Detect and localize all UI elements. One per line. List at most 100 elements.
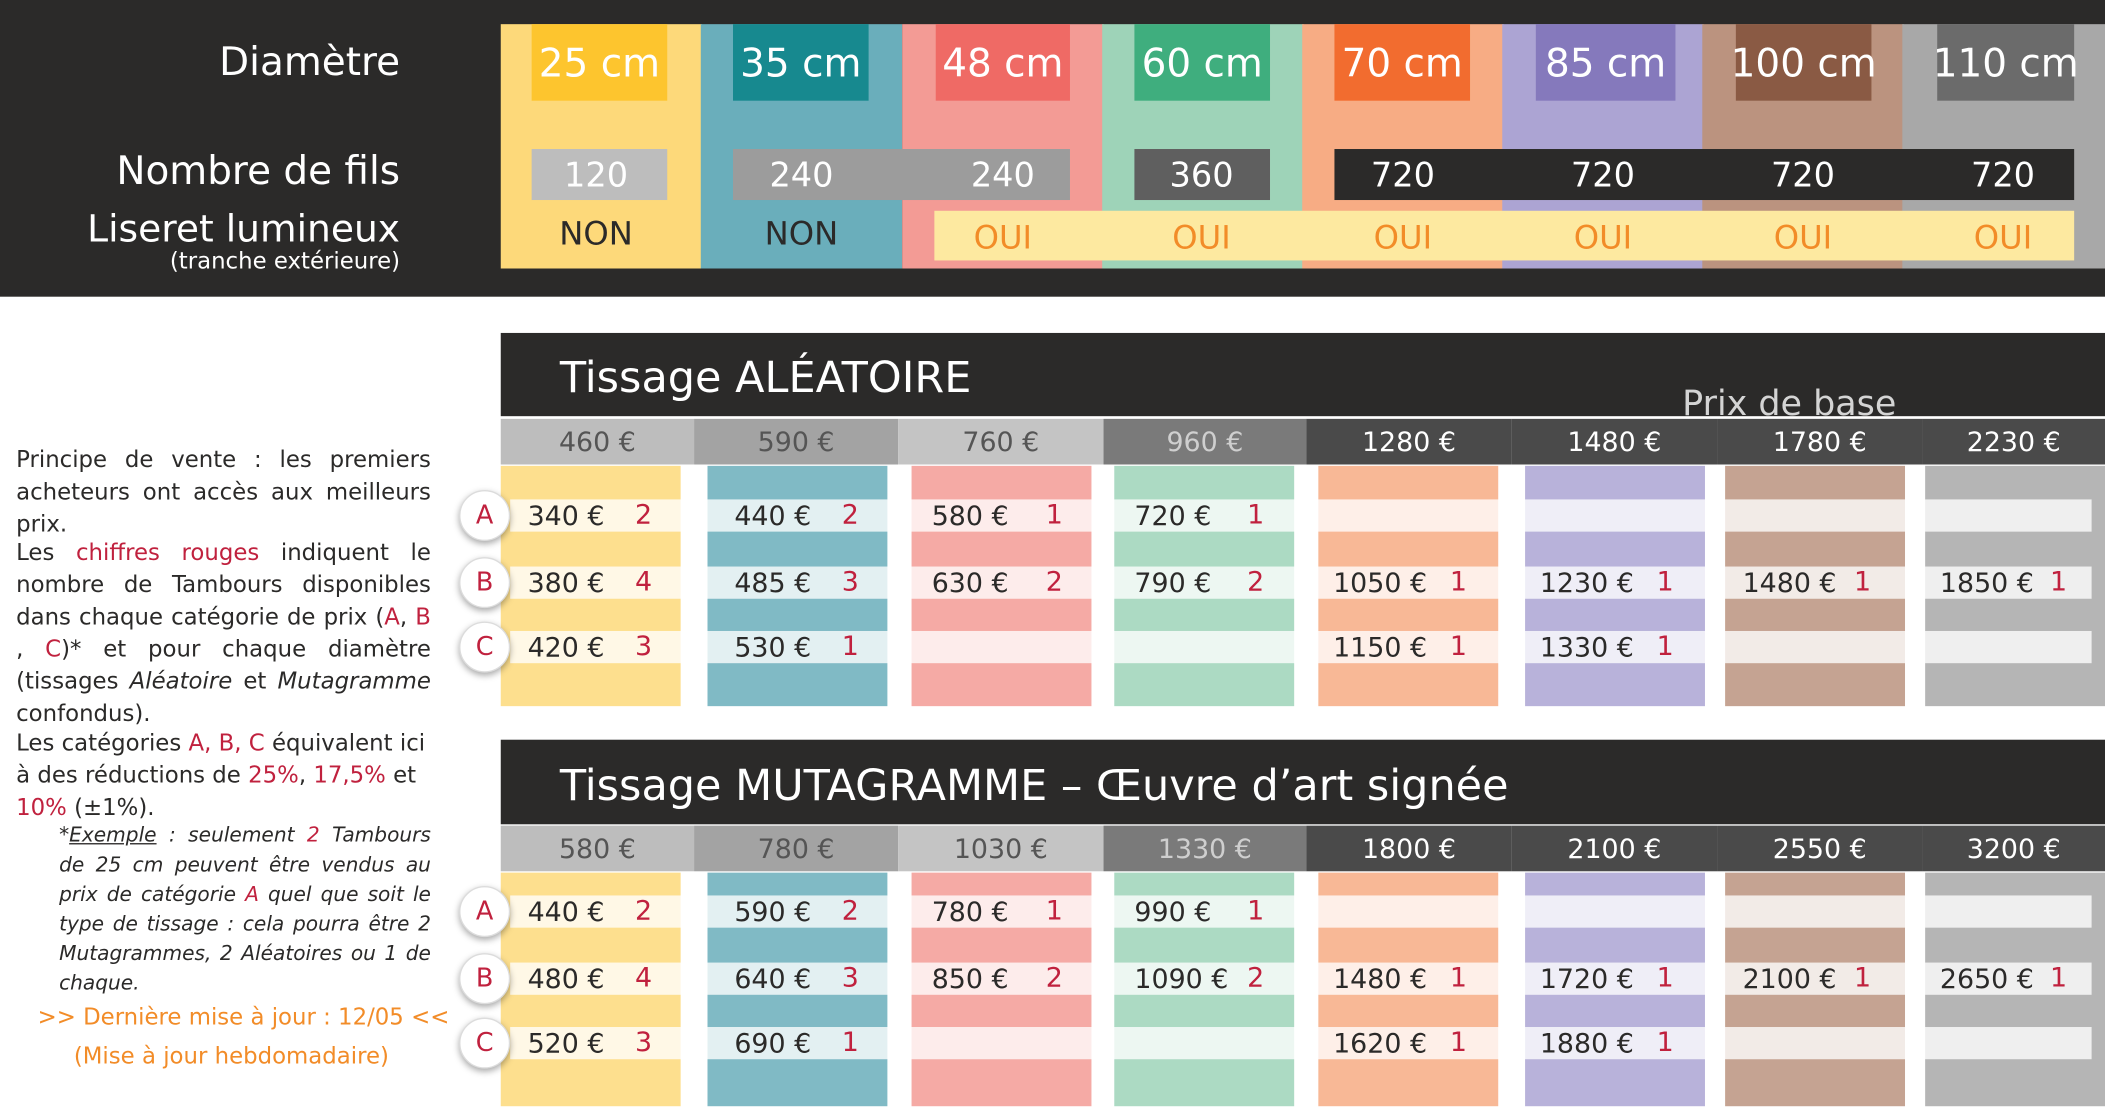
legend-alea: Aléatoire <box>129 668 233 696</box>
liseret-sublabel: (tranche extérieure) <box>169 248 401 276</box>
example-cat: A <box>245 882 259 907</box>
available-count: 4 <box>635 565 653 598</box>
discounted-price: 1230 € <box>1539 566 1634 599</box>
diameter-badge: 85 cm <box>1535 24 1676 101</box>
available-count: 3 <box>841 961 859 994</box>
cat-text: , <box>298 762 314 790</box>
liseret-value: NON <box>559 214 633 253</box>
discounted-price: 1850 € <box>1939 566 2034 599</box>
cat-text: équivalent ici à des réductions de <box>16 730 426 790</box>
base-price-cell: 2230 € <box>1922 418 2105 465</box>
principe-paragraph: Principe de vente : les premiers acheteu… <box>16 444 431 541</box>
fils-count: 720 <box>1570 155 1635 194</box>
category-badge: C <box>459 1017 511 1069</box>
available-count: 1 <box>841 1025 859 1058</box>
available-count: 2 <box>1247 961 1265 994</box>
cat-rate: 25% <box>248 762 299 790</box>
available-count: 3 <box>635 1025 653 1058</box>
category-badge: B <box>459 953 511 1005</box>
available-count: 2 <box>1045 961 1063 994</box>
discounted-price: 1330 € <box>1539 630 1634 664</box>
fils-pill <box>1134 149 1271 201</box>
category-row-band <box>510 499 2092 532</box>
available-count: 1 <box>1656 961 1674 994</box>
category-badge: B <box>459 557 511 609</box>
discounted-price: 990 € <box>1134 895 1212 928</box>
category-row-band <box>510 1027 2092 1060</box>
example-text: Tambours de 25 cm peuvent être vendus au… <box>59 822 431 907</box>
available-count: 4 <box>635 961 653 994</box>
section-header: Tissage ALÉATOIRE <box>500 332 2105 417</box>
example-text: : seulement <box>156 822 307 848</box>
legend-text: , <box>16 636 46 664</box>
base-price-cell: 2100 € <box>1511 825 1718 872</box>
available-count: 1 <box>1045 498 1063 531</box>
diameter-column: 35 cm <box>700 24 903 269</box>
section-title: Tissage MUTAGRAMME – Œuvre d’art signée <box>559 759 1509 811</box>
update-frequency: (Mise à jour hebdomadaire) <box>73 1043 389 1070</box>
liseret-value: OUI <box>1373 218 1433 257</box>
liseret-value: OUI <box>1773 218 1833 257</box>
discounted-price: 720 € <box>1134 499 1212 532</box>
base-price-cell: 1780 € <box>1717 418 1923 465</box>
example-text: quel que soit le type de tissage : cela … <box>59 882 431 995</box>
discounted-price: 580 € <box>931 499 1009 532</box>
category-row-band <box>510 630 2092 664</box>
base-price-cell: 1280 € <box>1306 418 1512 465</box>
discounted-price: 1720 € <box>1539 962 1634 995</box>
discounted-price: 790 € <box>1134 566 1212 599</box>
discounted-price: 2100 € <box>1742 962 1837 995</box>
fils-count: 720 <box>1770 155 1836 194</box>
principe-title: Principe de vente <box>16 447 237 474</box>
fils-count: 240 <box>769 155 834 194</box>
discounted-price: 340 € <box>527 499 605 532</box>
section-header: Tissage MUTAGRAMME – Œuvre d’art signée <box>500 739 2105 825</box>
available-count: 1 <box>1247 894 1265 927</box>
liseret-value: OUI <box>1172 218 1231 257</box>
category-row-band <box>510 566 2092 599</box>
available-count: 1 <box>1449 565 1467 598</box>
discounted-price: 530 € <box>734 630 812 664</box>
discounted-price: 520 € <box>527 1027 605 1060</box>
base-price-cell: 1030 € <box>898 825 1104 872</box>
discounted-price: 440 € <box>734 499 812 532</box>
liseret-oui-bar <box>934 210 2075 261</box>
legend-paragraph: Les chiffres rouges indiquent le nombre … <box>16 537 431 730</box>
diameter-badge: 48 cm <box>935 24 1070 101</box>
base-price-cell: 3200 € <box>1922 825 2105 872</box>
diameter-badge: 25 cm <box>531 24 668 101</box>
discounted-price: 380 € <box>527 566 605 599</box>
legend-muta: Mutagramme <box>277 668 431 696</box>
available-count: 1 <box>2049 565 2068 598</box>
available-count: 1 <box>1656 565 1674 598</box>
base-price-cell: 960 € <box>1103 418 1307 465</box>
discounted-price: 480 € <box>527 962 605 995</box>
liseret-value: OUI <box>1973 218 2033 257</box>
available-count: 1 <box>1449 1025 1467 1058</box>
cat-text: et <box>385 762 417 790</box>
base-price-cell: 460 € <box>500 418 695 465</box>
discounted-price: 780 € <box>931 895 1009 928</box>
update-date: >> Dernière mise à jour : 12/05 << <box>37 1004 450 1032</box>
legend-cat: C <box>45 636 62 664</box>
fils-count: 360 <box>1169 155 1234 194</box>
legend-text: confondus). <box>16 700 151 728</box>
discounted-price: 1880 € <box>1539 1027 1634 1060</box>
cat-text: Les catégories <box>16 730 189 758</box>
section-title: Tissage ALÉATOIRE <box>559 351 972 403</box>
discounted-price: 1050 € <box>1333 566 1428 599</box>
category-badge: A <box>459 886 511 938</box>
discounted-price: 630 € <box>931 566 1009 599</box>
example-number: 2 <box>306 822 320 848</box>
base-price-cell: 780 € <box>694 825 899 872</box>
base-price-cell: 580 € <box>500 825 695 872</box>
fils-label: Nombre de fils <box>116 147 401 194</box>
fils-count: 240 <box>970 155 1035 194</box>
available-count: 1 <box>1045 894 1063 927</box>
available-count: 1 <box>1853 961 1872 994</box>
liseret-value: OUI <box>973 218 1033 257</box>
base-price-cell: 1800 € <box>1306 825 1512 872</box>
available-count: 1 <box>1656 1025 1674 1058</box>
header-band: Diamètre Nombre de fils Liseret lumineux… <box>0 0 2105 297</box>
category-row-band <box>510 962 2092 995</box>
